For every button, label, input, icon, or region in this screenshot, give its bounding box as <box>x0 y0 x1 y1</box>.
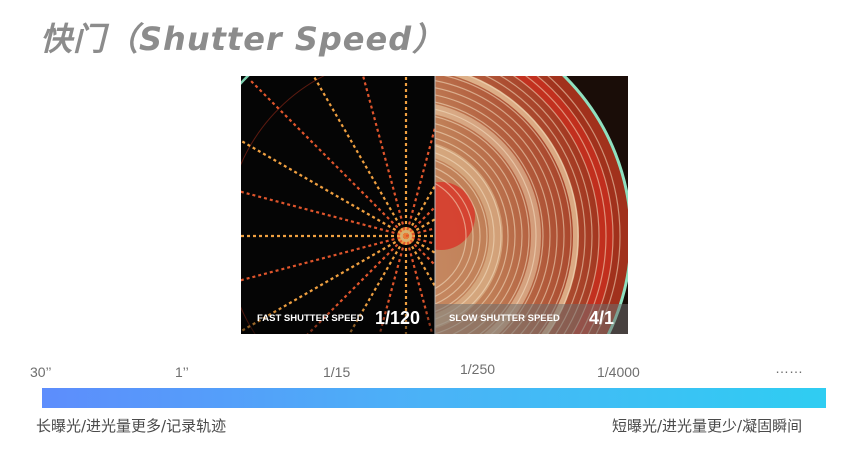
wheel-spoke <box>312 76 407 237</box>
ferris-wheel-comparison-photo: FAST SHUTTER SPEED 1/120 SLOW SHUTTER SP… <box>241 76 628 334</box>
tick-label: 1’’ <box>175 364 189 380</box>
tick-label: 1/15 <box>323 364 351 380</box>
light-streak <box>435 80 565 334</box>
light-streak <box>512 76 600 334</box>
light-streak <box>536 76 614 334</box>
tick-label: …… <box>775 360 803 376</box>
light-streak <box>435 182 467 290</box>
fast-shutter-label: FAST SHUTTER SPEED <box>257 312 364 324</box>
shutter-gradient-bar <box>42 388 826 408</box>
tick-label: 30’’ <box>30 364 52 380</box>
fast-shutter-caption: FAST SHUTTER SPEED 1/120 <box>241 304 434 334</box>
light-streak <box>443 76 572 334</box>
page-title: 快门（Shutter Speed） <box>40 20 446 58</box>
wheel-spoke <box>378 235 408 334</box>
slow-shutter-value: 4/1 <box>588 307 614 328</box>
light-streak <box>435 137 509 334</box>
wheel-spoke <box>348 235 407 334</box>
long-exposure-caption: 长曝光/进光量更多/记录轨迹 <box>36 417 227 435</box>
slow-shutter-label: SLOW SHUTTER SPEED <box>449 312 560 324</box>
tick-label: 1/250 <box>460 361 496 377</box>
ferris-wheel-image <box>241 76 628 334</box>
light-streak <box>499 76 593 334</box>
short-exposure-caption: 短曝光/进光量更少/凝固瞬间 <box>612 417 803 435</box>
wheel-spoke <box>405 235 435 267</box>
wheel-spoke <box>404 235 434 334</box>
light-streak <box>435 101 544 334</box>
light-streak <box>435 108 537 334</box>
wheel-spoke <box>405 235 435 289</box>
slow-shutter-caption: SLOW SHUTTER SPEED 4/1 <box>435 304 628 334</box>
shutter-scale-ticks: 30’’ 1’’ 1/15 1/250 1/4000 …… <box>0 360 850 382</box>
light-streak <box>467 76 579 334</box>
fast-shutter-value: 1/120 <box>374 307 420 328</box>
wheel-spoke <box>405 183 435 237</box>
light-streak <box>435 94 551 334</box>
light-streak <box>547 76 621 334</box>
wheel-spoke <box>405 205 435 237</box>
wheel-spoke <box>248 78 407 237</box>
light-streak <box>484 76 586 334</box>
light-streak <box>435 152 495 320</box>
wheel-spoke <box>241 235 407 333</box>
light-streak <box>435 167 481 305</box>
light-streak <box>435 87 558 334</box>
tick-label: 1/4000 <box>597 364 640 380</box>
light-streak <box>435 115 530 334</box>
light-streak <box>435 174 474 298</box>
light-streak <box>435 123 523 334</box>
wheel-spoke <box>241 139 407 237</box>
light-streak <box>435 159 488 313</box>
light-streak <box>435 144 502 328</box>
light-streak <box>524 76 607 334</box>
light-streak <box>435 130 516 334</box>
